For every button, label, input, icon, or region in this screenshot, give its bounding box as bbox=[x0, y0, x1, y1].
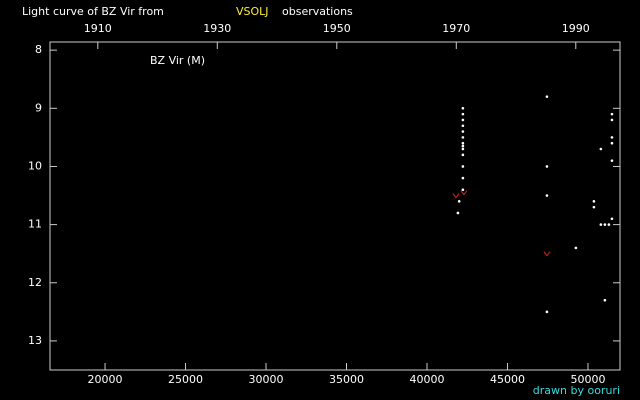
x2-tick-label: 1990 bbox=[562, 22, 590, 35]
observation-point bbox=[610, 112, 614, 116]
observation-point bbox=[461, 144, 465, 148]
star-label: BZ Vir (M) bbox=[150, 54, 205, 67]
observation-point bbox=[461, 106, 465, 110]
chart-title: Light curve of BZ Vir from bbox=[22, 5, 164, 18]
observation-point bbox=[461, 130, 465, 133]
x2-tick-label: 1930 bbox=[203, 22, 231, 35]
observation-point bbox=[599, 223, 603, 226]
x-tick-label: 25000 bbox=[168, 373, 203, 386]
observation-point bbox=[461, 165, 465, 168]
observation-point bbox=[592, 205, 596, 209]
y-tick-label: 8 bbox=[35, 43, 42, 56]
y-tick-label: 9 bbox=[35, 101, 42, 114]
observation-point bbox=[461, 147, 465, 151]
observation-point bbox=[607, 223, 611, 226]
fainter-than-mark bbox=[460, 190, 468, 196]
observation-point bbox=[461, 136, 465, 139]
observation-point bbox=[599, 147, 603, 151]
x2-tick-label: 1910 bbox=[84, 22, 112, 35]
observation-point bbox=[610, 141, 614, 145]
observation-point bbox=[545, 165, 549, 168]
observation-point bbox=[461, 124, 465, 128]
x-tick-label: 35000 bbox=[329, 373, 364, 386]
observation-point bbox=[461, 118, 465, 122]
observation-point bbox=[461, 176, 465, 180]
observation-point bbox=[461, 112, 465, 116]
y-tick-label: 11 bbox=[28, 218, 42, 231]
observation-point bbox=[610, 136, 614, 139]
source: VSOLJ bbox=[236, 5, 269, 18]
y-tick-label: 12 bbox=[28, 276, 42, 289]
observation-point bbox=[603, 223, 607, 226]
observation-point bbox=[545, 95, 549, 98]
x2-tick-label: 1950 bbox=[323, 22, 351, 35]
observation-point bbox=[545, 310, 549, 314]
fainter-than-mark bbox=[543, 251, 551, 257]
plot-frame bbox=[49, 41, 621, 371]
observation-point bbox=[457, 200, 461, 203]
observation-point bbox=[610, 159, 614, 162]
observation-point bbox=[461, 141, 465, 145]
observation-point bbox=[610, 217, 614, 221]
observation-point bbox=[545, 194, 549, 197]
title-end: observations bbox=[282, 5, 353, 18]
x-tick-label: 20000 bbox=[88, 373, 123, 386]
fainter-than-mark bbox=[452, 193, 460, 199]
observation-point bbox=[592, 200, 596, 203]
observation-point bbox=[610, 118, 614, 122]
observation-point bbox=[461, 188, 465, 192]
observation-point bbox=[461, 153, 465, 157]
x-tick-label: 45000 bbox=[490, 373, 525, 386]
credit: drawn by ooruri bbox=[533, 384, 620, 397]
y-tick-label: 13 bbox=[28, 334, 42, 347]
y-tick-label: 10 bbox=[28, 159, 42, 172]
observation-point bbox=[603, 298, 607, 302]
x2-tick-label: 1970 bbox=[442, 22, 470, 35]
x-tick-label: 50000 bbox=[570, 373, 605, 386]
observation-point bbox=[574, 246, 578, 250]
x-tick-label: 40000 bbox=[409, 373, 444, 386]
x-tick-label: 30000 bbox=[249, 373, 284, 386]
observation-point bbox=[456, 211, 460, 215]
